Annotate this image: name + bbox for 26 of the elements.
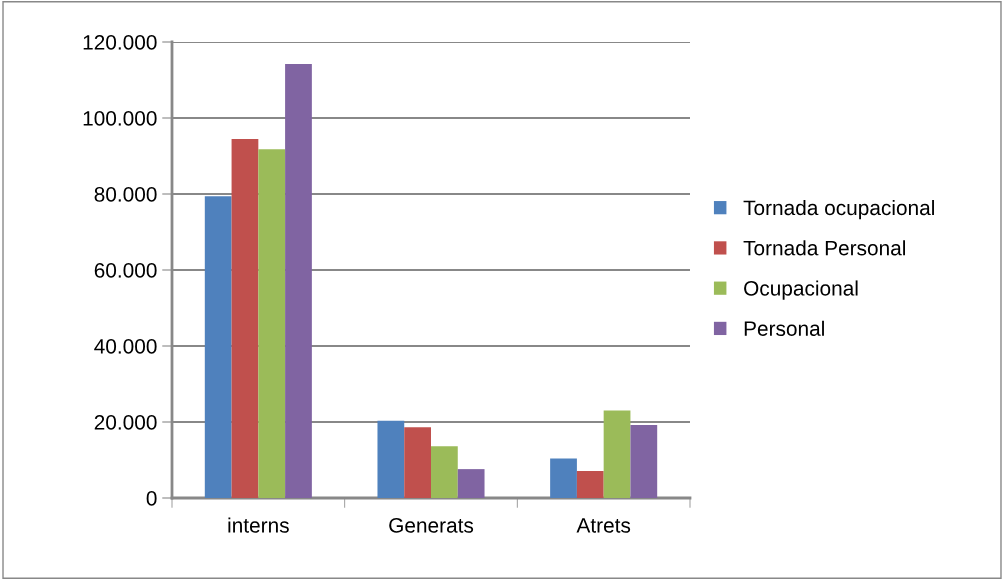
x-tick-label: Generats xyxy=(389,517,474,533)
bar xyxy=(550,458,577,498)
y-tick-label: 60.000 xyxy=(94,263,157,278)
bar xyxy=(404,427,431,498)
legend-label: Ocupacional xyxy=(744,280,858,300)
y-tick-label: 20.000 xyxy=(94,415,157,430)
bar xyxy=(377,420,405,498)
x-tick-label: interns xyxy=(228,517,289,533)
y-tick-label: 100.000 xyxy=(83,111,157,126)
y-tick-label: 0 xyxy=(146,491,157,506)
bar xyxy=(285,64,312,498)
bar xyxy=(457,469,485,498)
legend-label: Personal xyxy=(744,320,824,336)
bar xyxy=(258,149,286,498)
bar xyxy=(576,471,604,498)
bar xyxy=(630,425,658,498)
x-tick-label: Atrets xyxy=(576,518,631,533)
y-tick-label: 80.000 xyxy=(94,187,157,202)
bar xyxy=(431,446,458,498)
legend-label: Tornada Personal xyxy=(743,240,905,256)
bar xyxy=(231,138,259,498)
legend-label: Tornada ocupacional xyxy=(743,199,934,220)
y-tick-label: 120.000 xyxy=(83,35,157,50)
bar xyxy=(603,410,631,498)
bar xyxy=(204,196,232,498)
y-tick-label: 40.000 xyxy=(94,339,157,354)
